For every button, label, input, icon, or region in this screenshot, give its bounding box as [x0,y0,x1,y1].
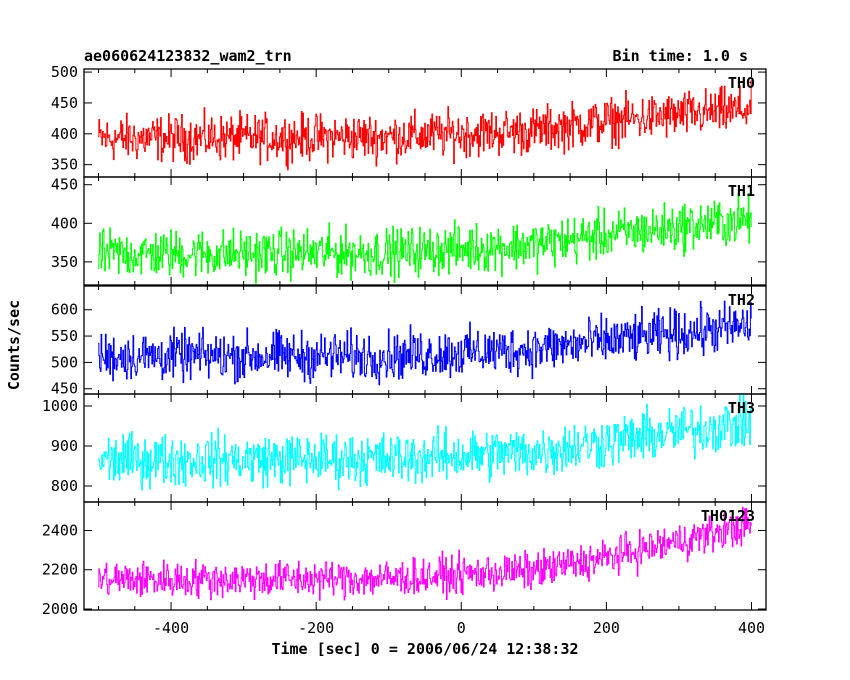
y-axis-label: Counts/sec [5,300,23,390]
panel-label-th2: TH2 [728,291,755,309]
y-tick-label: 350 [51,253,78,271]
y-tick-label: 550 [51,327,78,345]
x-axis-label: Time [sec] 0 = 2006/06/24 12:38:32 [271,640,578,658]
x-tick-label: 400 [738,619,765,637]
y-tick-label: 2200 [42,561,78,579]
y-tick-label: 800 [51,477,78,495]
x-tick-label: 0 [457,619,466,637]
x-tick-label: 200 [593,619,620,637]
x-tick-label: -400 [153,619,189,637]
y-tick-label: 400 [51,125,78,143]
series-line-th0123 [98,506,752,601]
y-tick-label: 450 [51,176,78,194]
panel-label-th0123: TH0123 [701,507,755,525]
y-tick-label: 2000 [42,600,78,618]
series-line-th2 [98,300,752,386]
y-tick-label: 2400 [42,521,78,539]
y-tick-label: 600 [51,301,78,319]
y-tick-label: 350 [51,156,78,174]
panel-th0123: 2000 2200 2400 TH0123 [42,501,767,618]
chart-title: ae060624123832_wam2_trn [84,47,292,65]
panel-label-th1: TH1 [728,182,755,200]
panel-th3: 800 900 1000 TH3 [42,393,767,503]
series-line-th0 [98,80,752,171]
panel-th1: 350 400 450 TH1 [51,176,767,286]
y-tick-label: 400 [51,214,78,232]
panel-label-th0: TH0 [728,74,755,92]
panel-th0: 350 400 450 500 TH0 [51,63,767,178]
y-tick-label: 900 [51,437,78,455]
bin-time-label: Bin time: 1.0 s [613,47,748,65]
y-tick-label: 450 [51,94,78,112]
panel-label-th3: TH3 [728,399,755,417]
panel-th2: 450 500 550 600 TH2 [51,285,767,398]
y-tick-label: 450 [51,380,78,398]
series-line-th1 [98,193,752,284]
x-tick-label: -200 [298,619,334,637]
y-tick-label: 500 [51,63,78,81]
y-tick-label: 1000 [42,397,78,415]
y-tick-label: 500 [51,353,78,371]
series-line-th3 [98,394,752,491]
panels-group: 350 400 450 500 TH0 350 400 450 TH1 450 500 550 600 T… [42,63,767,637]
